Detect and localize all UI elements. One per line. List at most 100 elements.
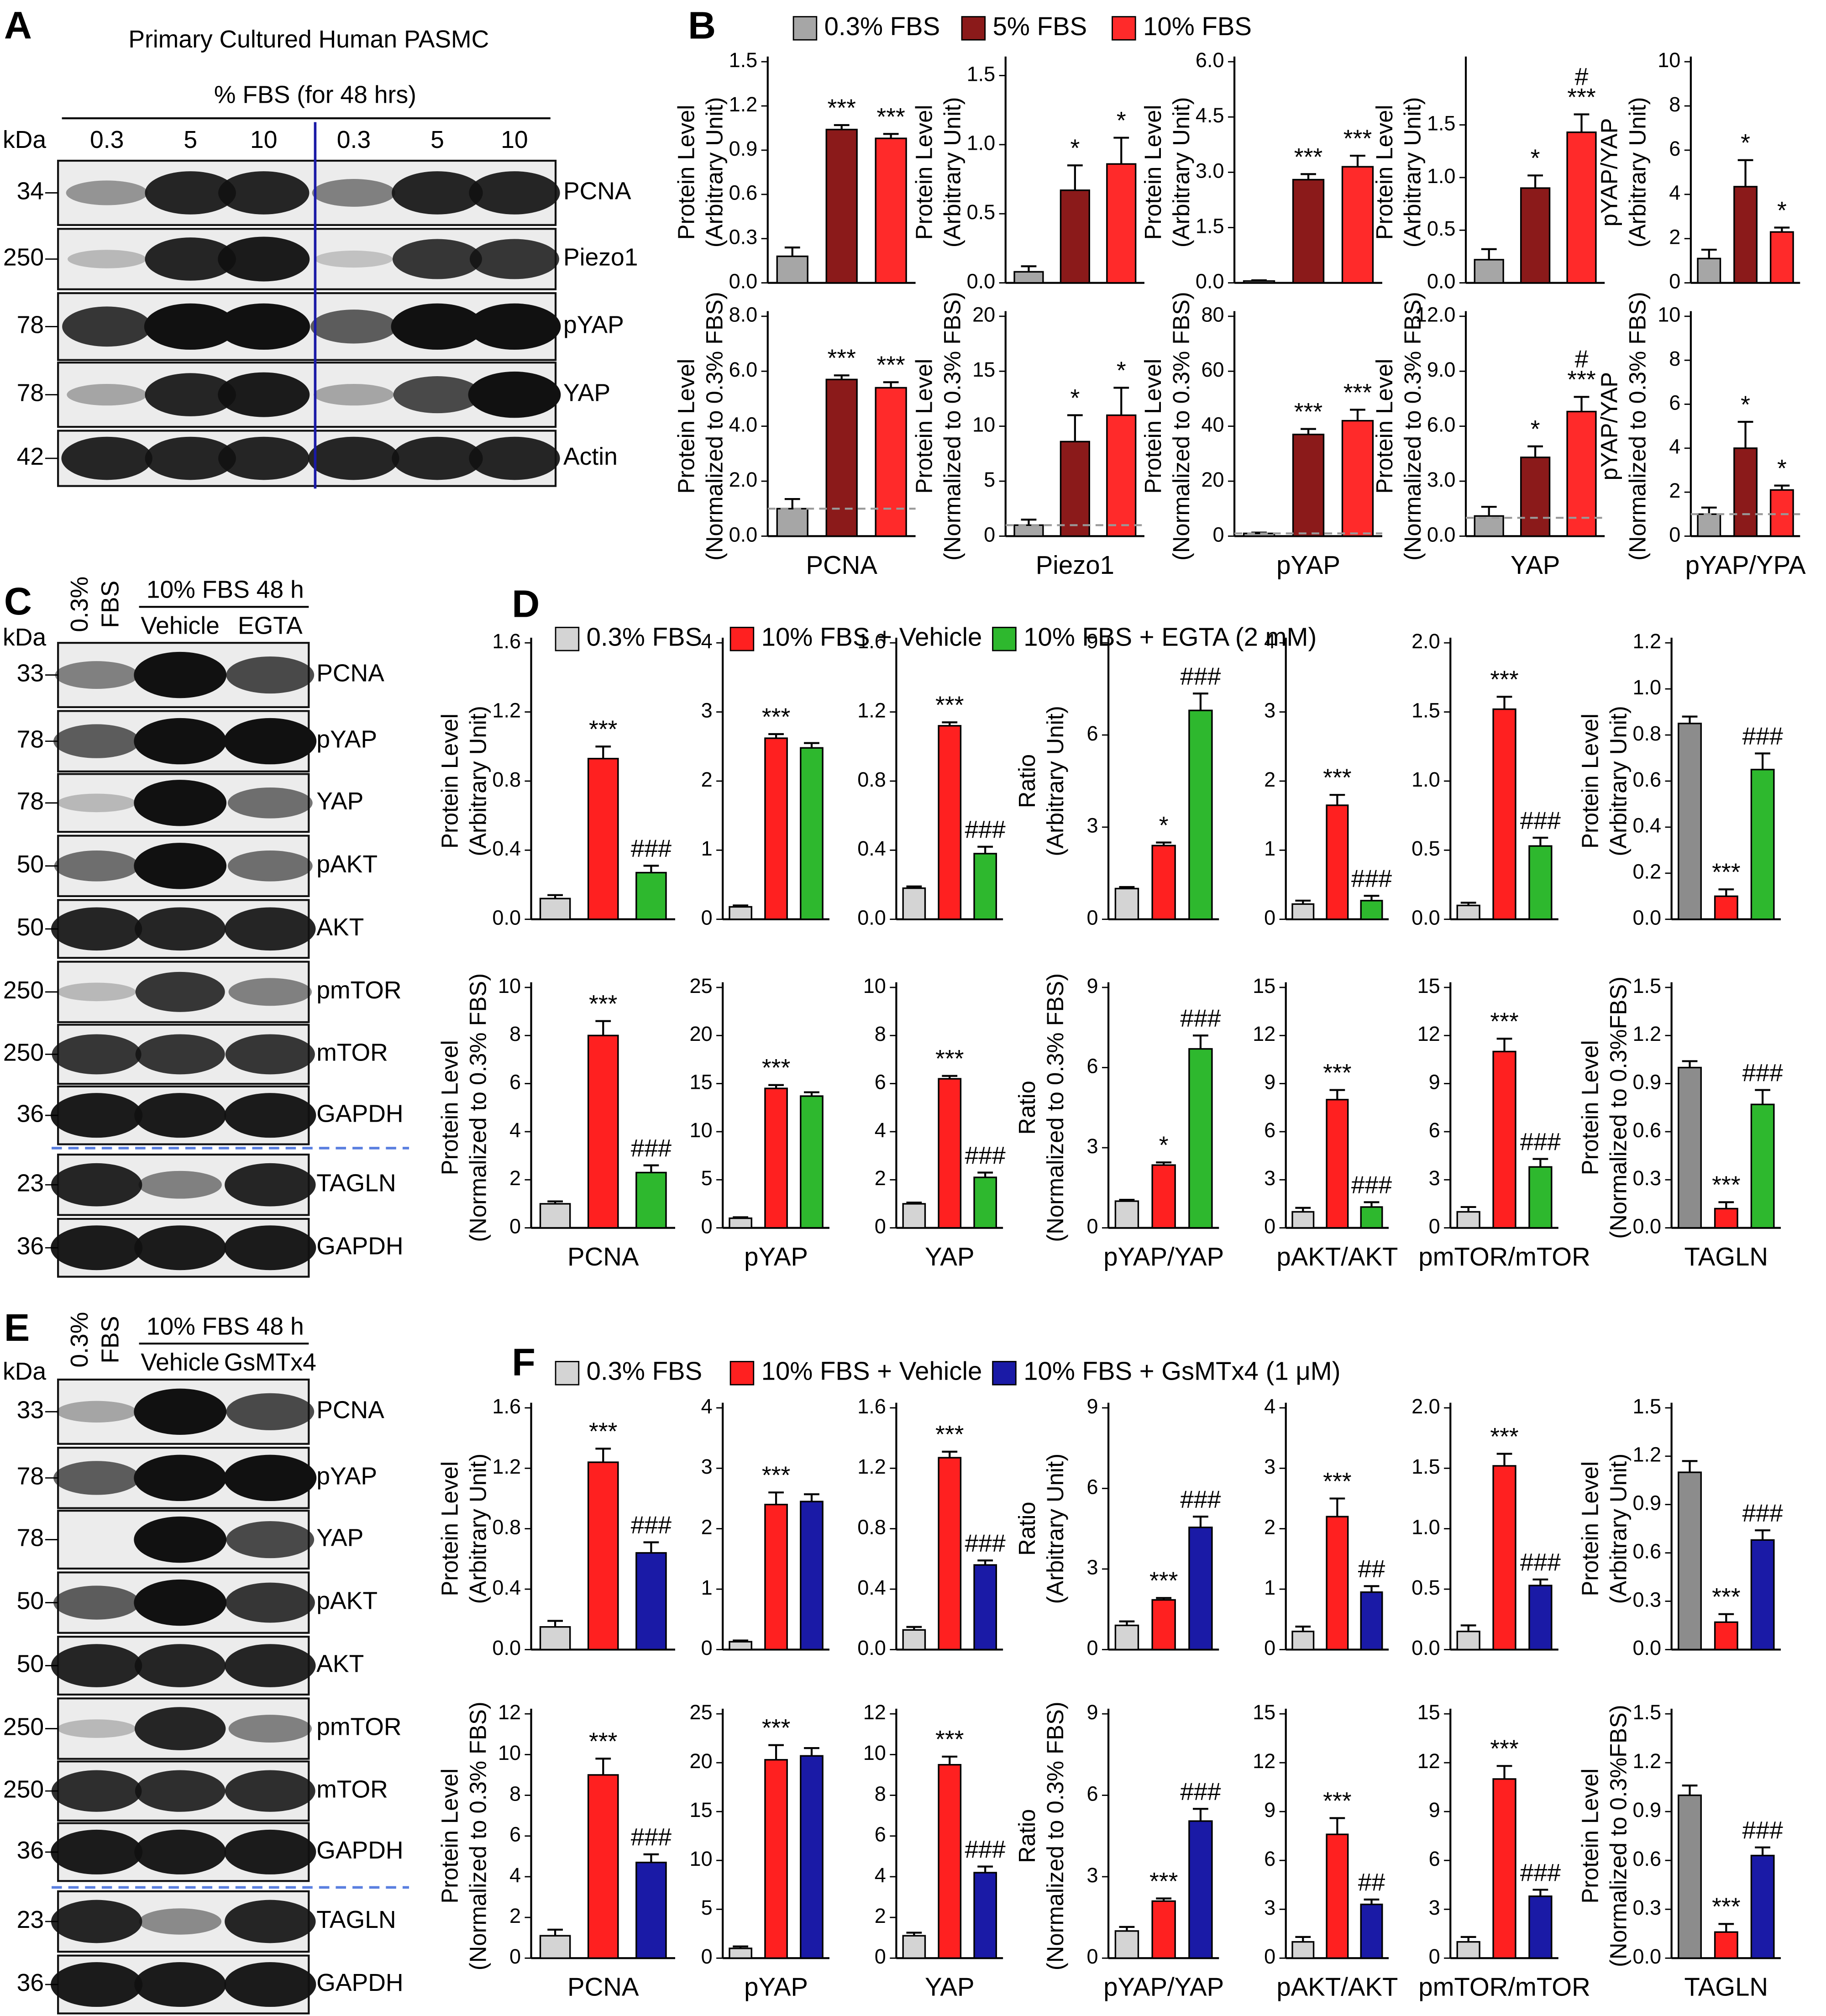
blot-band [310, 310, 397, 344]
blot-band [228, 1715, 312, 1743]
y-axis-label: (Arbitrary Unit) [939, 97, 965, 248]
y-tick-label: 6 [875, 1823, 886, 1846]
x-axis-label: PCNA [806, 551, 877, 579]
significance-label: * [1070, 385, 1080, 412]
y-axis-label: (Arbitrary Unit) [1400, 97, 1426, 247]
y-tick-label: 2 [701, 1516, 713, 1539]
y-tick-label: 6 [1086, 1054, 1098, 1077]
kda-value: 78 [17, 380, 44, 407]
y-tick-label: 5 [701, 1896, 713, 1919]
y-tick-label: 2 [875, 1904, 886, 1927]
bar [539, 1626, 571, 1651]
y-tick-label: 1.5 [1411, 1455, 1440, 1478]
protein-label: PCNA [563, 178, 631, 205]
legend-label: 10% FBS + EGTA (2 mM) [1023, 623, 1317, 651]
y-tick-label: 0.2 [1632, 860, 1661, 883]
blot-band [392, 239, 482, 279]
y-tick-label: 2 [1264, 768, 1275, 791]
significance-label: *** [762, 1462, 790, 1489]
blot-band [145, 237, 236, 281]
y-tick-label: 9 [1086, 1701, 1098, 1724]
lane-label: 0.3 [337, 126, 371, 153]
bar [902, 1203, 926, 1229]
y-tick-label: 2.0 [1411, 630, 1440, 653]
y-tick-label: 6.0 [1427, 413, 1456, 436]
significance-label: *** [1343, 379, 1372, 406]
y-tick-label: 0.4 [492, 837, 521, 860]
blot-band [134, 718, 227, 765]
control-label: FBS [97, 1316, 124, 1364]
panel-letter: F [512, 1341, 535, 1384]
y-tick-label: 10 [1658, 48, 1680, 72]
y-tick-label: 9 [1086, 630, 1098, 653]
blot-band [139, 1908, 222, 1935]
bar [776, 255, 808, 284]
bar [1188, 1048, 1213, 1229]
y-tick-label: 6 [1669, 137, 1680, 160]
y-tick-label: 2 [701, 768, 713, 791]
bar [1528, 1895, 1553, 1959]
x-axis-label: pYAP/YAP [1103, 1242, 1224, 1271]
significance-label: *** [589, 1418, 617, 1445]
blot-band [135, 1770, 226, 1812]
protein-label: Actin [563, 443, 618, 470]
y-tick-label: 6 [1086, 1782, 1098, 1805]
bar [539, 898, 571, 920]
y-tick-label: 3 [1264, 698, 1275, 722]
significance-label: *** [935, 692, 964, 719]
y-tick-label: 1.5 [1427, 111, 1456, 135]
y-tick-label: 15 [1253, 974, 1275, 997]
y-tick-label: 4 [701, 630, 713, 653]
y-tick-label: 3 [701, 698, 713, 722]
bar [1492, 708, 1516, 920]
y-axis-label: Protein Level [1577, 1461, 1603, 1596]
kda-value: 78 [17, 1463, 44, 1490]
y-tick-label: 3 [701, 1455, 713, 1478]
group-label: Vehicle [141, 1349, 220, 1376]
y-tick-label: 0.4 [857, 837, 886, 860]
y-tick-label: 15 [1253, 1701, 1275, 1724]
legend-swatch [555, 626, 580, 651]
kda-value: 34 [17, 178, 44, 205]
kda-value: 250 [3, 244, 44, 271]
significance-label: * [1531, 416, 1540, 443]
protein-label: YAP [316, 788, 363, 815]
y-tick-label: 1.0 [1411, 1516, 1440, 1539]
bar [902, 1935, 926, 1959]
y-tick-label: 1 [701, 1576, 713, 1599]
blot-band [144, 303, 237, 350]
blot-band [312, 179, 396, 207]
y-tick-label: 0.0 [857, 1636, 886, 1659]
y-tick-label: 0.0 [1632, 906, 1661, 929]
bar [1151, 1164, 1176, 1229]
kda-value: 36 [17, 1837, 44, 1864]
bar [1106, 163, 1137, 284]
panel-letter: C [4, 580, 32, 623]
bar [1750, 1103, 1775, 1229]
blot-band [392, 436, 483, 480]
y-tick-label: 1.2 [729, 93, 758, 116]
blot-band [392, 171, 483, 215]
y-tick-label: 0.5 [1427, 217, 1456, 240]
y-tick-label: 0.3 [1632, 1896, 1661, 1919]
blot-band [469, 436, 560, 480]
x-axis-label: Piezo1 [1036, 551, 1114, 579]
y-tick-label: 0 [1212, 523, 1224, 546]
blot-band [134, 843, 227, 889]
bar [973, 1564, 997, 1651]
y-tick-label: 2 [509, 1904, 521, 1927]
kda-value: 250 [3, 1714, 44, 1741]
blot-band [51, 1093, 143, 1138]
legend-label: 5% FBS [993, 12, 1087, 41]
panel-letter: A [4, 4, 32, 47]
protein-label: TAGLN [316, 1170, 396, 1197]
legend-swatch [792, 16, 818, 41]
y-tick-label: 9 [1086, 974, 1098, 997]
lane-label: 0.3 [90, 126, 124, 153]
significance-label: *** [935, 1421, 964, 1448]
x-axis-label: pAKT/AKT [1276, 1973, 1398, 2001]
blot-band [224, 718, 317, 765]
y-tick-label: 3 [1086, 1134, 1098, 1158]
bar [1697, 257, 1721, 284]
blot-band [145, 436, 236, 480]
